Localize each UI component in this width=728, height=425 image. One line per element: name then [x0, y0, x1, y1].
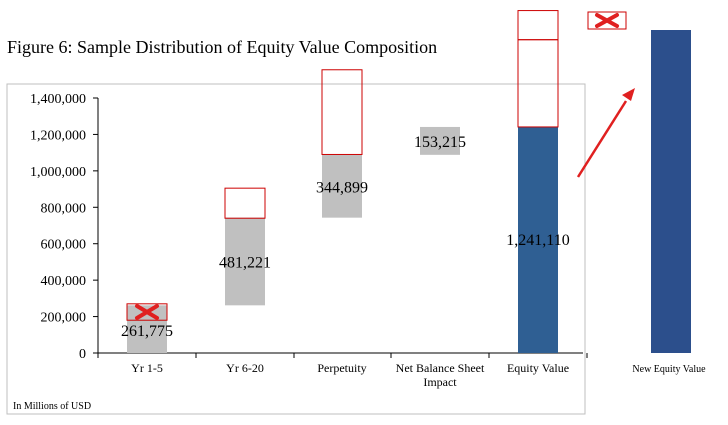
overlay-box [321, 69, 363, 155]
y-tick-label: 200,000 [41, 311, 87, 326]
category-label: Perpetuity [317, 361, 366, 375]
category-label: Yr 6-20 [226, 361, 264, 375]
bar [322, 154, 362, 218]
bar-group [127, 126, 558, 354]
bar [225, 217, 265, 306]
remove-cross-icon [595, 13, 619, 28]
y-tick-label: 0 [79, 347, 86, 362]
arrow-head-icon [622, 88, 635, 101]
y-tick-label: 600,000 [41, 238, 87, 253]
y-tick-label: 800,000 [41, 201, 87, 216]
category-label: Equity Value [507, 361, 569, 375]
data-label: 344,899 [316, 179, 368, 196]
category-label-group: Yr 1-5 Yr 6-20 Perpetuity Net Balance Sheet… [131, 361, 569, 389]
unit-note: In Millions of USD [13, 401, 91, 412]
new-equity-bar [651, 30, 691, 353]
arrow-shaft [576, 100, 628, 178]
data-label: 1,241,110 [506, 232, 569, 249]
overlay-box [224, 187, 266, 219]
y-axis-ticks: 0 200,000 400,000 600,000 800,000 1,000,000 1,… [30, 92, 588, 362]
data-label: 261,775 [121, 323, 173, 340]
y-tick-label: 1,000,000 [30, 165, 86, 180]
y-tick-label: 400,000 [41, 274, 87, 289]
overlay-box [587, 11, 627, 30]
y-tick-label: 1,400,000 [30, 92, 86, 107]
bar [420, 126, 460, 155]
bar [518, 126, 558, 354]
chart-frame [6, 83, 586, 415]
overlay-group [126, 10, 559, 321]
category-label: Net Balance Sheet [396, 361, 485, 375]
chart-title: Figure 6: Sample Distribution of Equity … [7, 37, 437, 57]
new-equity-group: New Equity Value [576, 11, 706, 375]
data-label-group: 261,775 481,221 344,899 153,215 1,241,110 [121, 134, 570, 340]
category-label: Yr 1-5 [131, 361, 163, 375]
overlay-box [126, 303, 168, 321]
category-label-line2: Impact [423, 375, 457, 389]
data-label: 481,221 [219, 254, 271, 271]
new-equity-label: New Equity Value [632, 364, 706, 375]
data-label: 153,215 [414, 134, 466, 151]
y-tick-label: 1,200,000 [30, 128, 86, 143]
remove-cross-icon [135, 304, 159, 321]
overlay-box [517, 10, 559, 41]
